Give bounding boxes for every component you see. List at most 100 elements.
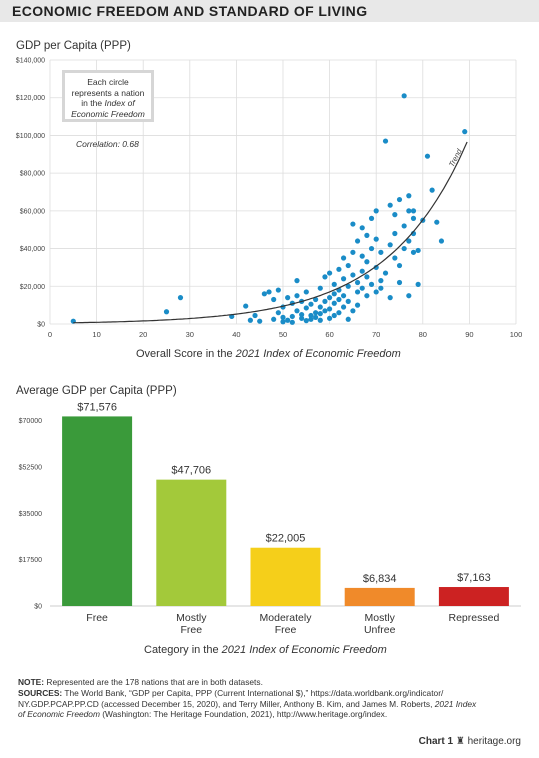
scatter-point xyxy=(415,247,421,254)
sources-em-1: 2021 Index xyxy=(434,698,477,709)
bar-category-label: Free xyxy=(181,624,203,636)
scatter-point xyxy=(340,293,347,299)
scatter-point xyxy=(294,278,300,284)
scatter-point xyxy=(368,215,375,221)
bar-y-tick-label: $17500 xyxy=(19,557,42,564)
scatter-point xyxy=(438,238,445,244)
scatter-point xyxy=(378,285,384,291)
scatter-point xyxy=(322,274,328,280)
annotation-line-1: Each circle xyxy=(87,77,129,87)
scatter-point xyxy=(271,296,277,303)
sources-text-2: NY.GDP.PCAP.PP.CD (accessed December 15,… xyxy=(18,698,435,709)
scatter-x-tick-label: 70 xyxy=(372,330,380,339)
scatter-point xyxy=(410,249,417,255)
scatter-point xyxy=(294,293,300,299)
chart-number: Chart 1 xyxy=(418,736,454,747)
scatter-x-tick-label: 20 xyxy=(139,330,147,339)
scatter-point xyxy=(392,230,398,237)
annotation-line-3-em: Index of xyxy=(104,98,135,108)
scatter-point xyxy=(364,274,370,280)
scatter-point xyxy=(303,305,309,311)
scatter-point xyxy=(317,317,323,323)
scatter-point xyxy=(252,312,258,319)
scatter-point xyxy=(163,309,170,315)
scatter-point xyxy=(350,221,356,227)
scatter-y-tick-label: $0 xyxy=(37,322,45,329)
scatter-point xyxy=(378,278,384,284)
scatter-point xyxy=(382,138,389,144)
scatter-point xyxy=(373,236,379,242)
scatter-point xyxy=(387,295,393,301)
bar-value-label: $71,576 xyxy=(77,401,117,413)
scatter-point xyxy=(327,270,333,276)
bar-value-label: $47,706 xyxy=(171,465,211,477)
bar-category-label: Unfree xyxy=(364,624,396,636)
scatter-point xyxy=(285,317,291,323)
bar xyxy=(438,587,509,606)
bar-category-label: Mostly xyxy=(365,612,396,624)
scatter-x-tick-label: 100 xyxy=(510,330,523,339)
scatter-point xyxy=(424,153,431,159)
note-label: NOTE: xyxy=(18,677,45,687)
scatter-point xyxy=(331,291,337,297)
sources-text-3: (Washington: The Heritage Foundation, 20… xyxy=(99,709,388,720)
scatter-point xyxy=(317,304,323,310)
scatter-point xyxy=(387,202,393,208)
bar-value-label: $7,163 xyxy=(457,572,491,584)
bar-y-tick-label: $0 xyxy=(34,604,42,611)
scatter-point xyxy=(289,313,295,320)
scatter-point xyxy=(308,312,314,319)
scatter-point xyxy=(261,291,267,297)
scatter-point xyxy=(299,311,305,318)
scatter-point xyxy=(350,249,356,255)
scatter-point xyxy=(280,319,286,325)
scatter-point xyxy=(373,208,379,214)
scatter-y-tick-label: $20,000 xyxy=(20,284,45,291)
scatter-point xyxy=(401,93,407,99)
bell-icon: ♜ xyxy=(455,736,465,747)
scatter-point xyxy=(410,215,417,221)
correlation-label: Correlation: 0.68 xyxy=(76,139,139,149)
scatter-point xyxy=(354,238,361,244)
annotation-line-2: represents a nation xyxy=(71,87,145,98)
annotation-line-4-em: Economic Freedom xyxy=(71,108,145,119)
scatter-point xyxy=(340,255,347,261)
scatter-point xyxy=(289,319,295,325)
bar-category-label: Free xyxy=(86,612,108,624)
heritage-link[interactable]: heritage.org xyxy=(467,736,521,747)
scatter-point xyxy=(257,318,263,324)
scatter-point xyxy=(336,296,342,303)
bar-category-label: Free xyxy=(275,624,297,636)
scatter-point xyxy=(313,296,319,303)
bar xyxy=(62,416,133,606)
scatter-point xyxy=(285,295,291,301)
scatter-point xyxy=(392,212,398,218)
page-title: ECONOMIC FREEDOM AND STANDARD OF LIVING xyxy=(12,3,368,19)
scatter-point xyxy=(396,262,403,269)
scatter-point xyxy=(415,281,421,287)
bar xyxy=(156,479,227,606)
note-text: Represented are the 178 nations that are… xyxy=(44,677,263,687)
scatter-point xyxy=(303,318,309,324)
scatter-point xyxy=(396,279,403,286)
scatter-point xyxy=(406,293,412,299)
scatter-point xyxy=(354,289,361,295)
scatter-point xyxy=(429,187,435,193)
scatter-point xyxy=(313,310,319,316)
scatter-x-title-em: 2021 Index of Economic Freedom xyxy=(235,348,401,360)
bar-category-label: Moderately xyxy=(260,612,313,624)
bar-x-title-pre: Category in the xyxy=(144,644,219,656)
scatter-x-tick-label: 40 xyxy=(232,330,240,339)
scatter-point xyxy=(354,302,361,308)
scatter-point xyxy=(308,301,314,307)
scatter-point xyxy=(434,219,440,225)
scatter-point xyxy=(396,196,403,203)
scatter-point xyxy=(308,316,314,322)
scatter-x-tick-label: 10 xyxy=(92,330,100,339)
scatter-point xyxy=(322,308,328,314)
bar xyxy=(250,547,321,606)
scatter-x-tick-label: 50 xyxy=(279,330,287,339)
scatter-point xyxy=(392,255,398,261)
scatter-point xyxy=(327,306,333,312)
